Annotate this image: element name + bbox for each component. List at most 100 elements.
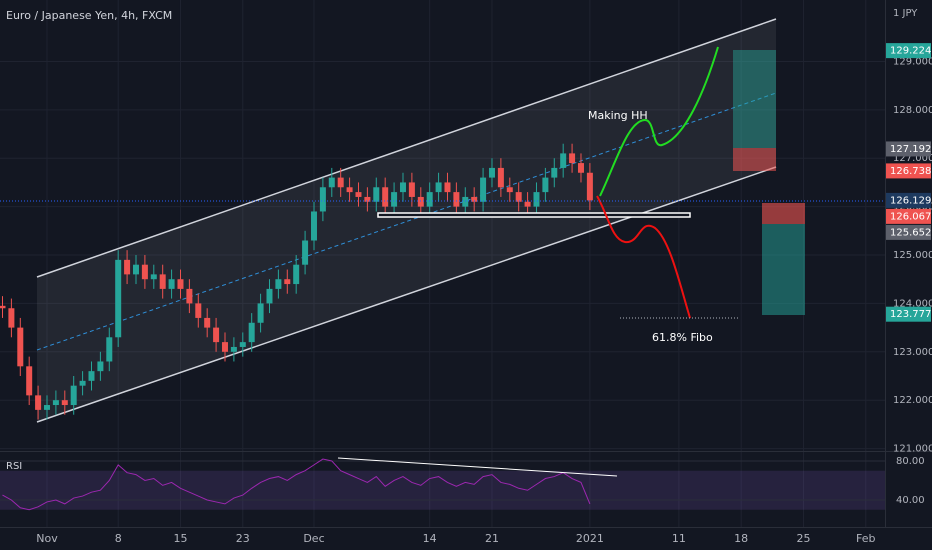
x-tick-label: 2021 (576, 532, 604, 545)
candle-body (417, 196, 424, 207)
candle-body (248, 322, 255, 343)
candle-body (35, 395, 42, 410)
rsi-line (2, 458, 591, 511)
x-tick-label: 21 (485, 532, 499, 545)
candle-body (444, 182, 451, 193)
x-tick-label: 25 (796, 532, 810, 545)
candle-body (230, 346, 237, 352)
candle-body (115, 259, 122, 338)
long-target (733, 50, 776, 148)
y-tick-label: 125.000 (893, 250, 932, 261)
rsi-tick-label: 40.00 (896, 495, 925, 506)
short-target (762, 224, 805, 315)
candle-body (337, 177, 344, 188)
candle-body (319, 187, 326, 212)
candle-body (266, 288, 273, 304)
candle-body (391, 192, 398, 207)
candle-body (124, 259, 131, 275)
candle-body (515, 192, 522, 202)
candle-body (551, 167, 558, 178)
price-label-box (886, 141, 931, 157)
y-tick-label: 127.000 (893, 153, 932, 164)
candle-body (239, 342, 246, 347)
candle-body (195, 303, 202, 318)
candle-body (328, 177, 335, 188)
long-stop (733, 148, 776, 171)
candle-body (97, 361, 104, 372)
rsi-pane (0, 458, 885, 511)
x-tick-label: 18 (734, 532, 748, 545)
candle-body (533, 192, 540, 207)
x-tick-label: 8 (115, 532, 122, 545)
candle-body (542, 177, 549, 193)
rsi-tick-label: 80.00 (896, 456, 925, 467)
y-tick-label: 129.000 (893, 56, 932, 67)
x-tick-label: 15 (173, 532, 187, 545)
candle-body (168, 279, 175, 289)
price-label: 129.224 (890, 46, 931, 57)
axes: Nov 8 15 23 Dec 14 21 2021 11 18 25 Feb 121.000 122.0… (36, 43, 932, 545)
divergence-line (337, 457, 618, 477)
candle-body (569, 153, 576, 164)
price-label-box (886, 192, 931, 208)
x-tick-label: Nov (36, 532, 58, 545)
candle-body (79, 380, 86, 386)
price-label: 125.652 (890, 227, 931, 238)
candle-body (310, 211, 317, 241)
candle-body (8, 308, 15, 328)
price-label: 126.067 (890, 211, 931, 222)
channel-mid (36, 92, 777, 351)
candle-body (186, 288, 193, 304)
support-zone (377, 212, 691, 218)
candle-body (17, 327, 24, 367)
chart-title: Euro / Japanese Yen, 4h, FXCM (6, 9, 172, 22)
candle-body (177, 279, 184, 289)
price-label: 123.777 (890, 309, 931, 320)
price-label: 126.129 (890, 195, 931, 206)
candle-body (506, 187, 513, 193)
candle-body (52, 400, 59, 406)
candle-body (213, 327, 220, 343)
y-tick-label: 124.000 (893, 298, 932, 309)
annotation: 61.8% Fibo (652, 331, 713, 344)
candle-body (0, 305, 6, 309)
candle-body (480, 177, 487, 202)
candle-body (257, 303, 264, 323)
x-tick-label: Feb (856, 532, 875, 545)
price-label: 127.192 (890, 144, 931, 155)
candle-body (524, 201, 531, 207)
price-label-box (886, 306, 931, 322)
candle-body (132, 264, 139, 275)
candle-body (382, 187, 389, 207)
price-label-box (886, 163, 931, 179)
bull-path (599, 46, 719, 197)
candle-body (355, 192, 362, 197)
candle-body (577, 163, 584, 173)
x-tick-label: 14 (423, 532, 437, 545)
candles (0, 143, 593, 420)
y-tick-label: 123.000 (893, 347, 932, 358)
price-label-box (886, 224, 931, 240)
currency: 1 JPY (893, 8, 918, 19)
candle-body (204, 317, 211, 328)
channel-fill (37, 19, 776, 422)
short-stop (762, 203, 805, 224)
candle-body (284, 279, 291, 285)
candle-body (560, 153, 567, 168)
channel-lower (36, 166, 777, 423)
annotation: Making HH (588, 109, 648, 122)
candle-body (88, 371, 95, 381)
rsi-band (0, 470, 885, 510)
candle-body (150, 274, 157, 280)
candle-body (26, 366, 33, 396)
price-label-box (886, 43, 931, 59)
x-tick-label: Dec (303, 532, 324, 545)
candle-body (471, 196, 478, 202)
candle-body (586, 172, 593, 201)
candle-body (453, 192, 460, 207)
price-label-box (886, 208, 931, 224)
y-tick-label: 122.000 (893, 395, 932, 406)
candle-body (426, 192, 433, 207)
